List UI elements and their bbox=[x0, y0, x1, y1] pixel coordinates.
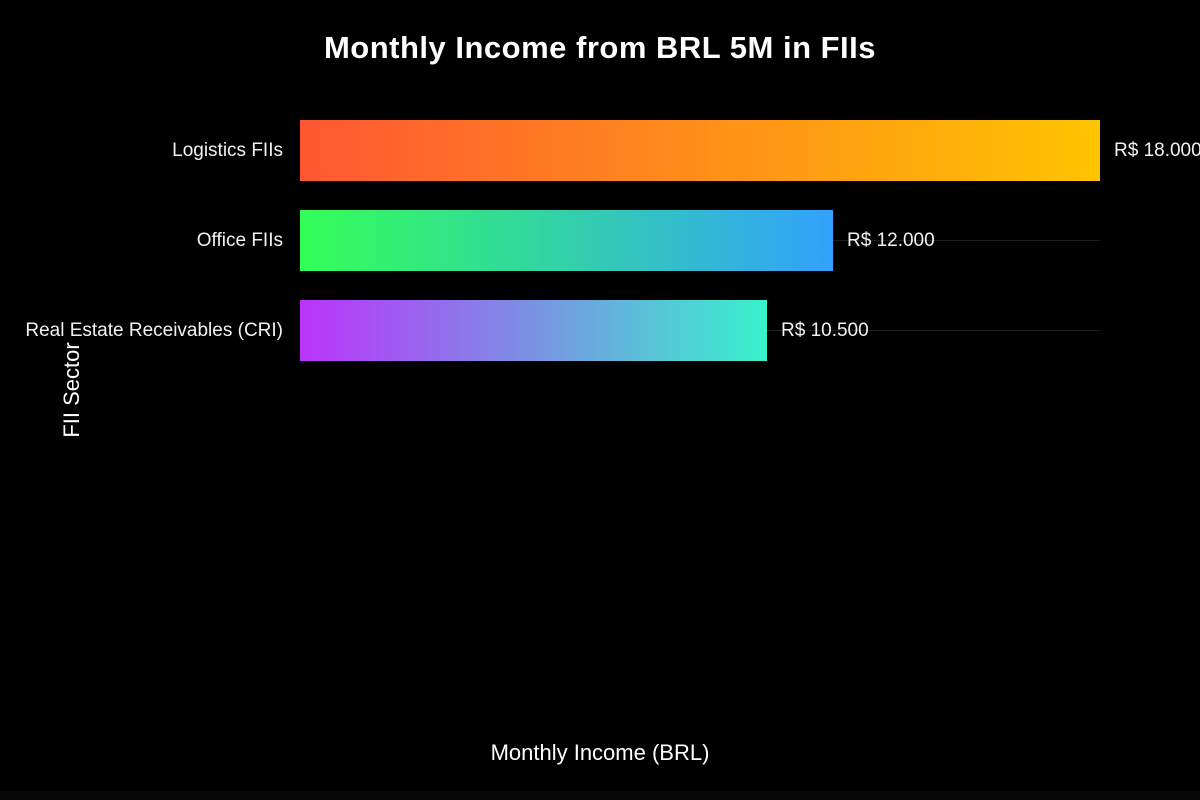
category-label-logistics-fiis: Logistics FIIs bbox=[172, 140, 283, 161]
bar-real-estate-receivables-cri[interactable] bbox=[300, 300, 767, 361]
category-label-real-estate-receivables-cri: Real Estate Receivables (CRI) bbox=[25, 320, 283, 341]
category-label-office-fiis: Office FIIs bbox=[196, 230, 283, 251]
value-label-logistics-fiis: R$ 18.000 bbox=[1114, 140, 1200, 161]
chart-title: Monthly Income from BRL 5M in FIIs bbox=[323, 30, 877, 65]
x-axis-title: Monthly Income (BRL) bbox=[490, 740, 710, 765]
value-label-real-estate-receivables-cri: R$ 10.500 bbox=[781, 320, 869, 341]
y-axis-title: FII Sector bbox=[59, 342, 84, 438]
bottom-edge-strip bbox=[0, 791, 1200, 800]
bar-logistics-fiis[interactable] bbox=[300, 120, 1100, 181]
value-label-office-fiis: R$ 12.000 bbox=[847, 230, 935, 251]
bar-office-fiis[interactable] bbox=[300, 210, 833, 271]
